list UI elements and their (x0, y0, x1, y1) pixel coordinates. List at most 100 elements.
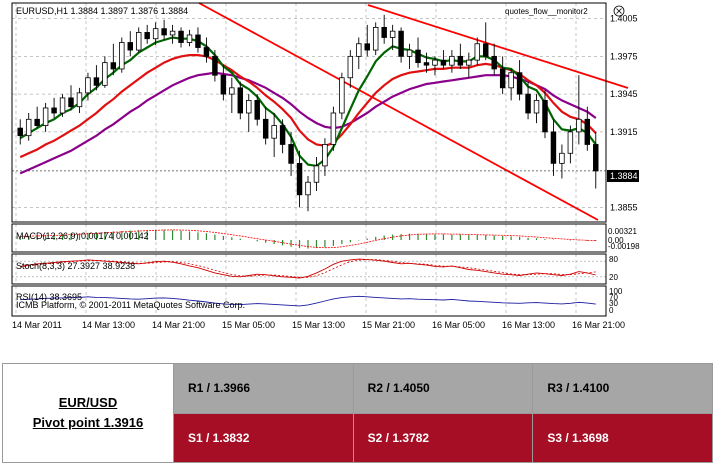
candle (364, 24, 370, 57)
candle (220, 65, 227, 101)
candle-body (110, 62, 117, 70)
candle (347, 50, 354, 88)
circle-x-icon[interactable] (613, 5, 625, 17)
copyright-watermark: ICMB Platform, © 2001-2011 MetaQuotes So… (16, 300, 245, 310)
candle-body (203, 47, 210, 57)
candle-body (76, 92, 83, 108)
time-tick-label: 14 Mar 13:00 (82, 320, 135, 330)
candle (254, 94, 260, 126)
stoch-tick-20: 20 (609, 273, 618, 282)
macd-pane-frame (11, 223, 607, 253)
candle (17, 119, 23, 145)
ema-line-slow (19, 71, 597, 175)
candle (76, 87, 83, 113)
indicator-name-text: quotes_flow__monitor2 (505, 7, 588, 16)
ema-line-fast (19, 36, 597, 168)
candle-body (483, 43, 489, 57)
candle (178, 27, 184, 48)
candle (525, 81, 531, 120)
rsi-tick-30: 30 (609, 299, 618, 308)
candle-body (152, 28, 159, 40)
stoch-tick-80: 80 (609, 255, 618, 264)
candle (93, 65, 100, 91)
candle (59, 94, 66, 117)
candle-body (17, 127, 23, 137)
candle-body (457, 55, 464, 66)
candle (305, 175, 311, 212)
price-axis: 1.4005 1.3975 1.3945 1.3915 1.3855 (610, 14, 638, 213)
candle-body (415, 49, 421, 64)
candle-body (135, 32, 142, 51)
candle-body (51, 107, 57, 114)
time-tick-label: 14 Mar 21:00 (152, 320, 205, 330)
forex-chart[interactable]: EURUSD,H1 1.3884 1.3897 1.3876 1.3884 qu… (0, 0, 640, 338)
candle-body (127, 42, 133, 51)
candle (483, 22, 489, 61)
candle-body (237, 87, 244, 114)
candle (576, 75, 582, 145)
candle (389, 24, 396, 51)
candle (102, 56, 108, 88)
candle (68, 85, 74, 111)
trendline-lower (198, 2, 599, 221)
price-tick-label: 1.3945 (610, 89, 638, 99)
candle-body (34, 118, 40, 126)
candle-body (195, 34, 201, 48)
candle (423, 52, 430, 73)
rsi-tick-0: 0 (609, 306, 614, 315)
chart-canvas[interactable]: EURUSD,H1 1.3884 1.3897 1.3876 1.3884 qu… (0, 0, 640, 338)
pair-cell: EUR/USD Pivot point 1.3916 (2, 363, 174, 463)
rsi-label: RSI(14) 38.3695 (16, 292, 82, 302)
stoch-pane-frame (11, 253, 607, 285)
candle-body (398, 30, 404, 57)
time-tick-label: 14 Mar 2011 (12, 320, 62, 330)
candle-body (186, 34, 193, 43)
candle-body (339, 77, 345, 114)
candle (203, 37, 210, 63)
candle (25, 113, 32, 141)
candle (457, 43, 464, 69)
support-row: S1 / 1.3832 S2 / 1.3782 S3 / 1.3698 (3, 412, 713, 463)
candle-body (372, 26, 379, 51)
candle-body (499, 68, 506, 89)
candle (34, 106, 40, 129)
candle-body (102, 62, 108, 86)
candle-body (559, 152, 565, 164)
candle-body (508, 72, 514, 89)
candle (559, 144, 565, 179)
candle-body (313, 165, 320, 183)
pair-name: EUR/USD (58, 395, 118, 410)
candle (550, 119, 557, 176)
candle-body (542, 100, 548, 133)
stoch-label: Stoch(8,3,3) 27.3927 38.9238 (16, 261, 135, 271)
candle-body (364, 43, 370, 51)
candle-body (161, 28, 167, 36)
candle (246, 94, 252, 132)
time-tick-label: 16 Mar 13:00 (502, 320, 555, 330)
price-tick-label: 1.3975 (610, 51, 638, 61)
price-tick-label: 1.4005 (610, 14, 638, 24)
price-pane-frame (11, 2, 607, 223)
time-tick-label: 16 Mar 21:00 (572, 320, 625, 330)
candle-body (279, 125, 286, 145)
candle (398, 27, 404, 63)
candle-body (42, 107, 49, 126)
pivot-point-value: Pivot point 1.3916 (32, 415, 144, 430)
candle-body (449, 55, 455, 66)
candle (135, 27, 142, 53)
candle-body (525, 93, 531, 114)
candle-body (516, 72, 523, 95)
s3-cell: S3 / 1.3698 (532, 412, 713, 463)
stoch-main-line (20, 258, 596, 279)
candle-body (296, 162, 303, 196)
candle-body (406, 49, 413, 57)
trendline-upper (367, 4, 629, 89)
macd-tick-top: 0.00321 (608, 227, 637, 236)
candle-body (432, 59, 438, 66)
candle-body (305, 181, 311, 196)
candle-body (93, 77, 100, 86)
candle (322, 138, 328, 176)
current-price-label: 1.3884 (610, 171, 638, 181)
candle (406, 43, 413, 69)
candle (508, 68, 514, 101)
